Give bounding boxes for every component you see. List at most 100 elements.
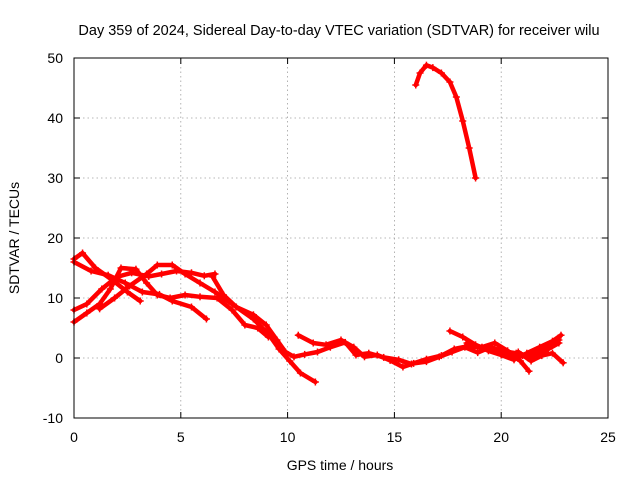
data-point bbox=[181, 270, 189, 278]
data-point bbox=[459, 333, 467, 341]
chart-title: Day 359 of 2024, Sidereal Day-to-day VTE… bbox=[78, 23, 599, 39]
data-point bbox=[117, 264, 125, 272]
data-point bbox=[158, 270, 166, 278]
data-point bbox=[126, 282, 134, 290]
data-point bbox=[200, 272, 208, 280]
data-point bbox=[395, 356, 403, 364]
y-tick-label: 0 bbox=[55, 350, 63, 366]
data-point bbox=[314, 348, 322, 356]
data-point bbox=[538, 352, 546, 360]
data-point bbox=[548, 337, 556, 345]
data-point bbox=[98, 285, 106, 293]
data-point bbox=[410, 359, 418, 367]
x-tick-label: 15 bbox=[387, 429, 403, 445]
data-point bbox=[527, 357, 535, 365]
data-point bbox=[536, 343, 544, 351]
data-point bbox=[350, 343, 358, 351]
data-point bbox=[296, 369, 304, 377]
y-tick-label: 40 bbox=[47, 110, 63, 126]
data-point bbox=[286, 357, 294, 365]
data-point bbox=[437, 69, 445, 77]
data-point bbox=[559, 359, 567, 367]
data-point bbox=[187, 303, 195, 311]
data-point bbox=[452, 93, 460, 101]
data-point bbox=[273, 336, 281, 344]
data-point bbox=[472, 174, 480, 182]
data-point bbox=[262, 321, 270, 329]
series-line bbox=[97, 262, 318, 385]
data-point bbox=[136, 297, 144, 305]
series-line bbox=[413, 62, 478, 181]
data-point bbox=[459, 117, 467, 125]
data-point bbox=[322, 341, 330, 349]
data-point bbox=[79, 249, 87, 257]
data-point bbox=[352, 351, 360, 359]
data-point bbox=[399, 363, 407, 371]
data-point bbox=[196, 279, 204, 287]
series-layer bbox=[70, 61, 567, 386]
data-point bbox=[153, 261, 161, 269]
series-trace-11 bbox=[412, 61, 480, 182]
data-point bbox=[463, 339, 471, 347]
data-point bbox=[294, 331, 302, 339]
data-point bbox=[281, 348, 289, 356]
data-point bbox=[309, 339, 317, 347]
data-point bbox=[106, 285, 114, 293]
data-point bbox=[143, 279, 151, 287]
y-axis-label: SDTVAR / TECUs bbox=[6, 182, 22, 294]
data-point bbox=[196, 293, 204, 301]
data-point bbox=[422, 358, 430, 366]
data-point bbox=[311, 378, 319, 386]
y-tick-label: -10 bbox=[43, 410, 63, 426]
x-tick-label: 25 bbox=[600, 429, 616, 445]
data-point bbox=[249, 311, 257, 319]
data-point bbox=[412, 81, 420, 89]
y-tick-label: 20 bbox=[47, 230, 63, 246]
data-point bbox=[181, 291, 189, 299]
x-tick-label: 5 bbox=[177, 429, 185, 445]
y-tick-label: 50 bbox=[47, 50, 63, 66]
data-point bbox=[209, 273, 217, 281]
data-point bbox=[446, 327, 454, 335]
x-axis-label: GPS time / hours bbox=[287, 457, 394, 473]
data-point bbox=[474, 349, 482, 357]
data-point bbox=[83, 309, 91, 317]
data-point bbox=[386, 356, 394, 364]
data-point bbox=[446, 78, 454, 86]
tick-layer: 0 5 10 15 20 25 -10 0 10 20 30 40 50 bbox=[43, 50, 616, 445]
series-trace-10 bbox=[514, 348, 567, 367]
data-point bbox=[301, 350, 309, 358]
data-point bbox=[373, 351, 381, 359]
series-trace-9 bbox=[463, 339, 533, 375]
data-point bbox=[228, 306, 236, 314]
data-point bbox=[143, 270, 151, 278]
data-point bbox=[83, 300, 91, 308]
y-tick-label: 10 bbox=[47, 290, 63, 306]
data-point bbox=[96, 305, 104, 313]
data-point bbox=[87, 267, 95, 275]
data-point bbox=[448, 348, 456, 356]
data-point bbox=[516, 357, 524, 365]
series-line bbox=[447, 328, 564, 363]
data-point bbox=[557, 331, 565, 339]
data-point bbox=[525, 367, 533, 375]
data-point bbox=[111, 294, 119, 302]
data-point bbox=[360, 353, 368, 361]
data-point bbox=[166, 294, 174, 302]
data-point bbox=[337, 336, 345, 344]
data-point bbox=[220, 291, 228, 299]
data-point bbox=[491, 339, 499, 347]
x-tick-label: 10 bbox=[280, 429, 296, 445]
data-point bbox=[429, 64, 437, 72]
data-point bbox=[132, 265, 140, 273]
data-point bbox=[484, 347, 492, 355]
x-tick-label: 20 bbox=[493, 429, 509, 445]
data-point bbox=[504, 347, 512, 355]
series-line bbox=[71, 265, 271, 340]
data-point bbox=[138, 288, 146, 296]
data-point bbox=[548, 349, 556, 357]
data-point bbox=[187, 269, 195, 277]
data-point bbox=[241, 321, 249, 329]
data-point bbox=[168, 261, 176, 269]
